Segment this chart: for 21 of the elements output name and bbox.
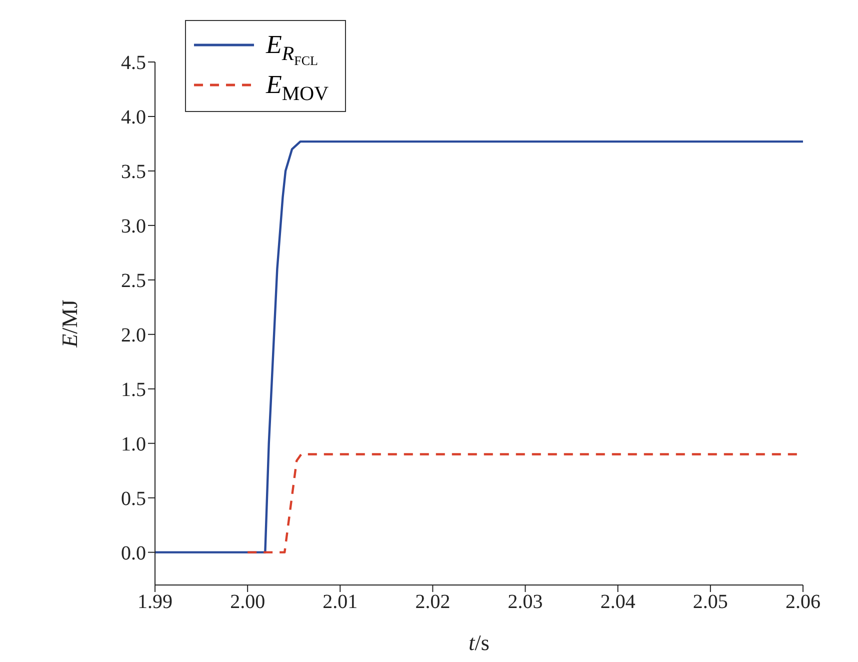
y-tick-label: 0.5 <box>121 488 146 510</box>
line-series <box>155 140 803 554</box>
x-tick-label: 2.05 <box>692 591 728 614</box>
y-tick-label: 2.5 <box>121 270 146 292</box>
y-tick-label: 1.0 <box>121 433 146 456</box>
x-tick-label: 2.02 <box>415 591 450 614</box>
x-tick-label: 2.03 <box>508 591 543 614</box>
x-tick-label: 2.04 <box>600 591 636 614</box>
x-tick-label: 2.01 <box>322 591 358 614</box>
y-axis-title: E/MJ <box>57 299 82 348</box>
x-tick-label: 1.99 <box>138 591 172 614</box>
x-axis-title: t/s <box>468 630 490 655</box>
y-tick-label: 4.5 <box>121 52 146 74</box>
y-tick-label: 3.0 <box>121 216 146 238</box>
y-tick-label: 3.5 <box>121 161 146 184</box>
x-tick-label: 2.00 <box>230 591 266 614</box>
y-tick-label: 4.0 <box>121 106 146 129</box>
x-tick-label: 2.06 <box>786 591 820 614</box>
y-tick-label: 0.0 <box>121 542 146 564</box>
y-tick-label: 1.5 <box>121 378 146 401</box>
y-tick-label: 2.0 <box>121 324 146 346</box>
